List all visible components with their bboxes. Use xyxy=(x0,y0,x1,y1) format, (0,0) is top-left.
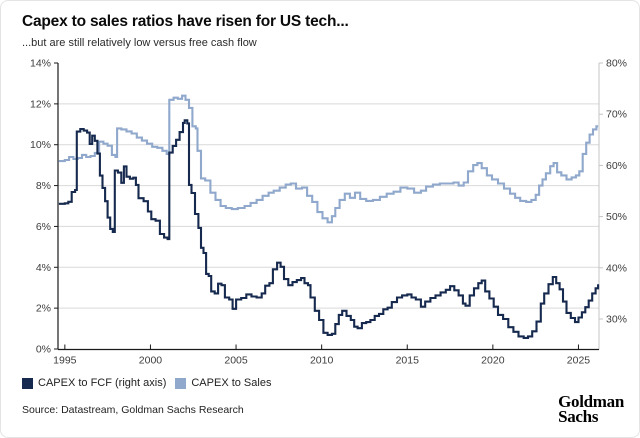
svg-text:40%: 40% xyxy=(606,262,627,274)
page-title: Capex to sales ratios have risen for US … xyxy=(22,13,349,30)
source-note: Source: Datastream, Goldman Sachs Resear… xyxy=(22,404,244,416)
svg-text:2010: 2010 xyxy=(310,355,334,367)
svg-text:2020: 2020 xyxy=(481,355,505,367)
svg-text:14%: 14% xyxy=(30,58,51,70)
svg-text:0%: 0% xyxy=(36,344,51,356)
svg-text:80%: 80% xyxy=(606,58,627,70)
logo-line-1: Goldman xyxy=(558,392,624,411)
svg-text:60%: 60% xyxy=(606,160,627,172)
svg-text:50%: 50% xyxy=(606,211,627,223)
logo-line-2: Sachs xyxy=(558,407,599,426)
svg-text:2025: 2025 xyxy=(567,355,591,367)
svg-text:4%: 4% xyxy=(36,262,51,274)
legend: CAPEX to FCF (right axis) CAPEX to Sales xyxy=(22,377,271,389)
svg-text:6%: 6% xyxy=(36,221,51,233)
svg-text:10%: 10% xyxy=(30,139,51,151)
legend-swatch-sales xyxy=(175,377,187,389)
svg-text:2000: 2000 xyxy=(139,355,163,367)
page-subtitle: ...but are still relatively low versus f… xyxy=(22,37,257,49)
svg-text:2005: 2005 xyxy=(224,355,248,367)
svg-text:30%: 30% xyxy=(606,314,627,326)
svg-text:8%: 8% xyxy=(36,180,51,192)
legend-item-fcf: CAPEX to FCF (right axis) xyxy=(22,377,166,389)
svg-text:12%: 12% xyxy=(30,98,51,110)
legend-label-sales: CAPEX to Sales xyxy=(191,377,272,389)
svg-text:1995: 1995 xyxy=(53,355,77,367)
svg-text:2015: 2015 xyxy=(396,355,420,367)
legend-swatch-fcf xyxy=(22,377,33,389)
legend-label-fcf: CAPEX to FCF (right axis) xyxy=(38,377,167,389)
goldman-sachs-logo: Goldman Sachs xyxy=(558,392,624,426)
legend-item-sales: CAPEX to Sales xyxy=(175,377,271,389)
svg-text:2%: 2% xyxy=(36,303,51,315)
svg-text:70%: 70% xyxy=(606,109,627,121)
